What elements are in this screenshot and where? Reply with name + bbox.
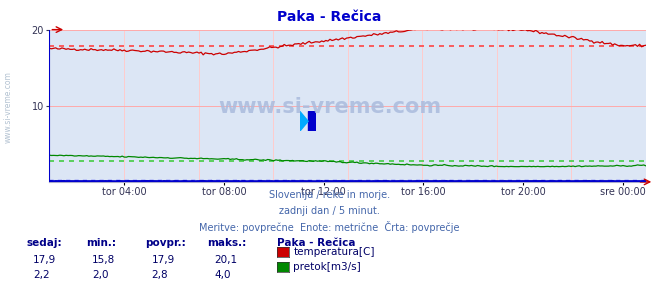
Text: www.si-vreme.com: www.si-vreme.com (3, 71, 13, 143)
Text: 2,8: 2,8 (152, 270, 168, 280)
Text: 17,9: 17,9 (152, 255, 175, 265)
Text: 15,8: 15,8 (92, 255, 115, 265)
Text: Paka - Rečica: Paka - Rečica (277, 238, 355, 248)
Text: Slovenija / reke in morje.: Slovenija / reke in morje. (269, 190, 390, 200)
Text: Meritve: povprečne  Enote: metrične  Črta: povprečje: Meritve: povprečne Enote: metrične Črta:… (199, 221, 460, 233)
Text: maks.:: maks.: (208, 238, 247, 248)
Text: 2,0: 2,0 (92, 270, 109, 280)
Text: povpr.:: povpr.: (145, 238, 186, 248)
Text: sedaj:: sedaj: (26, 238, 62, 248)
Polygon shape (308, 111, 316, 131)
Text: zadnji dan / 5 minut.: zadnji dan / 5 minut. (279, 206, 380, 216)
Text: pretok[m3/s]: pretok[m3/s] (293, 262, 361, 272)
Polygon shape (300, 111, 308, 131)
Text: 2,2: 2,2 (33, 270, 49, 280)
Text: 17,9: 17,9 (33, 255, 56, 265)
Text: Paka - Rečica: Paka - Rečica (277, 10, 382, 24)
Text: min.:: min.: (86, 238, 116, 248)
Text: 4,0: 4,0 (214, 270, 231, 280)
Text: temperatura[C]: temperatura[C] (293, 247, 375, 257)
Text: 20,1: 20,1 (214, 255, 237, 265)
Text: www.si-vreme.com: www.si-vreme.com (218, 97, 441, 117)
